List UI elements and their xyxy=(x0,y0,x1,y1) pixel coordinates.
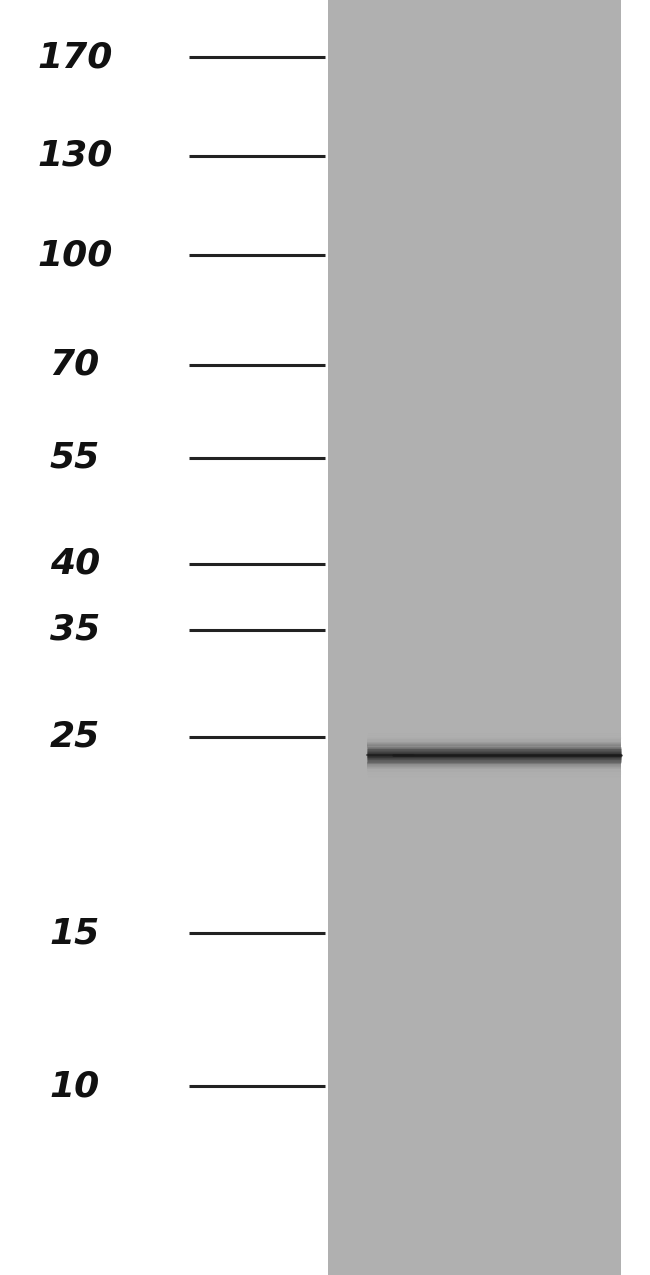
Text: 10: 10 xyxy=(49,1070,100,1103)
Bar xyxy=(328,0,621,1275)
Text: 100: 100 xyxy=(37,238,112,272)
Text: 25: 25 xyxy=(49,720,100,754)
Text: 70: 70 xyxy=(49,348,100,381)
Text: 55: 55 xyxy=(49,441,100,474)
Text: 35: 35 xyxy=(49,613,100,646)
Text: 15: 15 xyxy=(49,917,100,950)
Text: 130: 130 xyxy=(37,139,112,172)
Text: 170: 170 xyxy=(37,41,112,74)
Text: 40: 40 xyxy=(49,547,100,580)
